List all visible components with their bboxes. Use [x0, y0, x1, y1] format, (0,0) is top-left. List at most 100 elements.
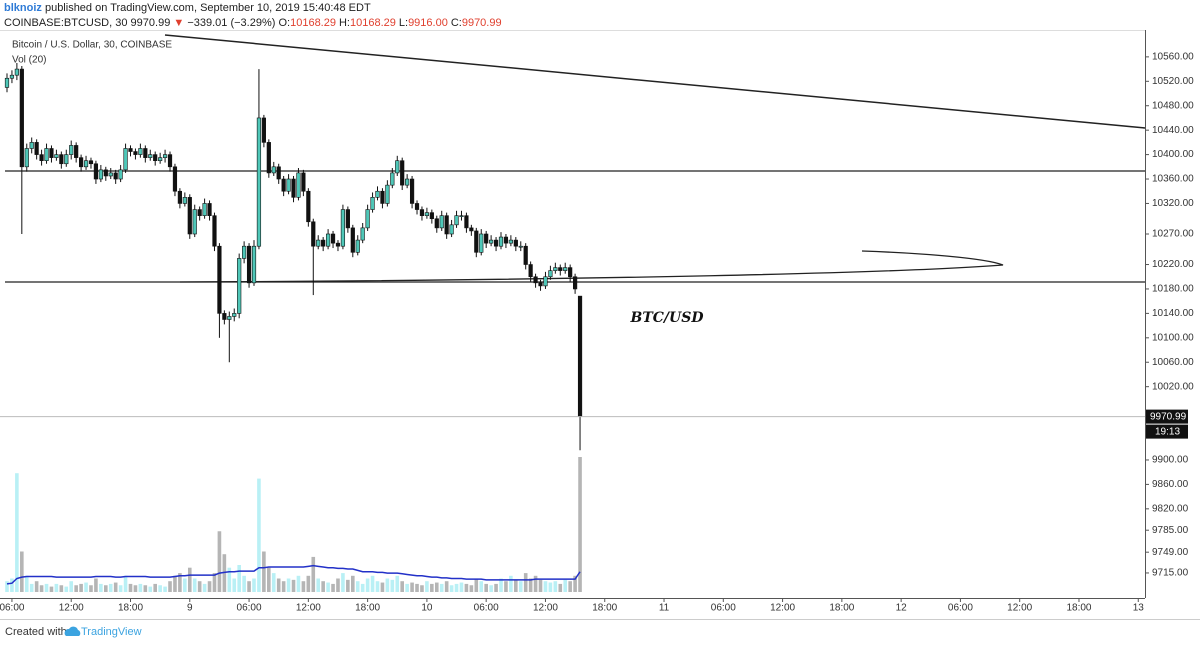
- candle-body: [242, 245, 247, 259]
- candle-body: [568, 267, 573, 278]
- candle-body: [19, 68, 24, 168]
- author[interactable]: blknoiz: [4, 2, 42, 14]
- volume-bar: [133, 585, 138, 592]
- x-tick-label: 12:00: [770, 603, 795, 614]
- candle-body: [217, 245, 222, 314]
- candle-body: [572, 276, 578, 290]
- candle-body: [162, 154, 168, 158]
- candle-body: [232, 313, 237, 317]
- volume-bar: [207, 581, 212, 592]
- candle-body: [350, 227, 355, 253]
- candle-body: [103, 169, 108, 177]
- x-tick-label: 06:00: [474, 603, 499, 614]
- candle-body: [370, 197, 375, 210]
- x-tick-label: 12:00: [533, 603, 558, 614]
- y-tick-label: 10270.00: [1152, 229, 1194, 240]
- candle-body: [523, 245, 528, 265]
- candle-body: [577, 295, 583, 417]
- volume-bar: [15, 473, 19, 592]
- volume-bar: [10, 578, 14, 592]
- volume-bar: [355, 581, 360, 592]
- x-tick-label: 12: [896, 603, 908, 614]
- y-tick-label: 10020.00: [1152, 381, 1194, 392]
- candle-body: [237, 258, 242, 314]
- volume-bar: [336, 578, 340, 592]
- pattern-drawing[interactable]: [179, 250, 1004, 283]
- candle-body: [222, 313, 227, 320]
- footer-brand[interactable]: TradingView: [81, 626, 142, 638]
- x-tick-label: 10: [421, 603, 433, 614]
- candle-body: [39, 154, 44, 162]
- candle-body: [538, 282, 543, 287]
- candle-body: [143, 148, 148, 158]
- volume-bar: [459, 582, 464, 592]
- candle-body: [306, 190, 311, 223]
- annotation[interactable]: BTC/USD: [630, 310, 705, 326]
- change: −339.01 (−3.29%): [187, 17, 276, 29]
- volume-bar: [533, 575, 538, 592]
- y-tick-label: 9820.00: [1152, 503, 1189, 514]
- x-tick-label: 12:00: [1007, 603, 1032, 614]
- x-tick-label: 18:00: [355, 603, 380, 614]
- volume-bar: [306, 575, 311, 592]
- candle-body: [489, 239, 494, 244]
- volume-bar: [509, 575, 513, 592]
- volume-bar: [326, 582, 330, 592]
- candle-body: [83, 160, 89, 168]
- volume-bar: [39, 585, 44, 592]
- volume-bar: [400, 581, 404, 592]
- candle-body: [9, 74, 15, 79]
- candle-body: [29, 142, 34, 149]
- ohlc-label: O:: [278, 17, 291, 29]
- candle-body: [380, 190, 385, 204]
- volume-bar: [79, 583, 83, 592]
- candle-body: [301, 172, 306, 192]
- candle-body: [464, 215, 469, 229]
- footer: Created with TradingView: [5, 626, 142, 638]
- candle-body: [24, 148, 29, 168]
- logo: [64, 626, 81, 636]
- volume-bar: [163, 586, 167, 592]
- y-tick-label: 10140.00: [1152, 308, 1194, 319]
- candle-body: [395, 160, 400, 174]
- ohlc-label: H:: [338, 17, 350, 29]
- volume-bar: [518, 581, 523, 592]
- candle-body: [414, 203, 420, 210]
- volume-bars: [5, 457, 582, 592]
- volume-bar: [168, 581, 172, 592]
- trend-line[interactable]: [164, 34, 1146, 129]
- y-tick-label: 10360.00: [1152, 174, 1194, 185]
- x-tick-label: 12:00: [59, 603, 84, 614]
- volume-bar: [104, 585, 108, 592]
- countdown: 19:13: [1155, 426, 1180, 437]
- volume-bar: [420, 585, 424, 592]
- volume-bar: [573, 575, 577, 592]
- footer-text: Created with: [5, 626, 67, 638]
- ohlc-value: 9916.00: [408, 17, 448, 29]
- candle-body: [207, 203, 212, 216]
- candle-body: [400, 160, 405, 186]
- candle-body: [316, 239, 321, 247]
- y-tick-label: 10180.00: [1152, 284, 1194, 295]
- x-tick-label: 18:00: [829, 603, 854, 614]
- volume-bar: [439, 583, 444, 592]
- candle-body: [444, 215, 449, 235]
- candle-body: [88, 160, 94, 165]
- y-tick-label: 10060.00: [1152, 357, 1194, 368]
- published: published on TradingView.com, September …: [44, 2, 371, 14]
- x-tick-label: 18:00: [592, 603, 617, 614]
- volume-bar: [296, 575, 301, 592]
- candle-body: [434, 218, 439, 229]
- x-tick-label: 18:00: [1066, 603, 1091, 614]
- candle-body: [508, 239, 513, 244]
- price-label: 9970.99: [1150, 411, 1187, 422]
- y-tick-label: 10320.00: [1152, 198, 1194, 209]
- volume-bar: [69, 581, 74, 592]
- volume-bar: [385, 578, 390, 592]
- candle-body: [261, 117, 266, 143]
- volume-bar: [405, 583, 409, 592]
- candle-body: [311, 221, 316, 247]
- candle-body: [212, 215, 217, 247]
- candle-body: [266, 142, 271, 174]
